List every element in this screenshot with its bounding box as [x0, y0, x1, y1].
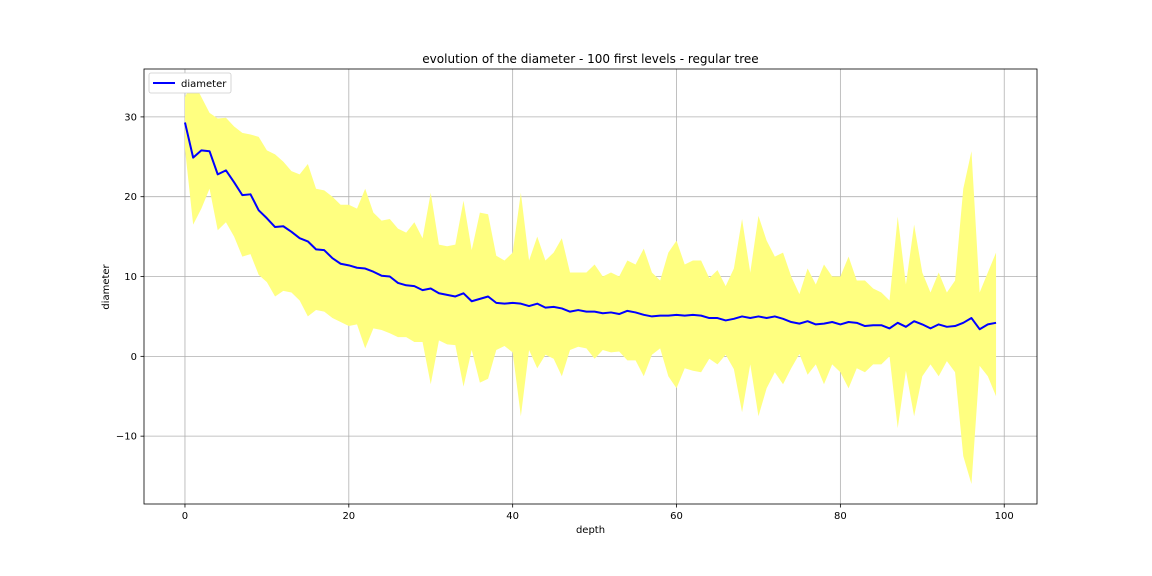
plot-frame — [143, 68, 1038, 505]
diameter-line — [183, 122, 997, 331]
x-tick-label: 80 — [834, 511, 847, 522]
y-tick-label: 20 — [124, 192, 137, 203]
x-tick-label: 100 — [995, 511, 1014, 522]
x-tick-label: 40 — [506, 511, 519, 522]
y-tick-label: 30 — [124, 112, 137, 123]
y-axis-label: diameter — [101, 263, 112, 309]
chart-title: evolution of the diameter - 100 first le… — [422, 52, 758, 66]
x-tick-label: 60 — [670, 511, 683, 522]
x-tick-label: 20 — [342, 511, 355, 522]
x-tick-label: 0 — [182, 511, 188, 522]
legend-label: diameter — [181, 79, 227, 90]
y-tick-label: −10 — [116, 432, 137, 443]
legend-box — [148, 72, 232, 94]
legend: diameter — [148, 72, 232, 94]
std-band — [184, 80, 997, 485]
y-tick-label: 0 — [131, 352, 137, 363]
y-tick-label: 10 — [124, 272, 137, 283]
x-axis-label: depth — [576, 525, 605, 536]
axis-ticks: 0 20 40 60 80 100 −10 0 10 20 30 — [116, 112, 1014, 522]
